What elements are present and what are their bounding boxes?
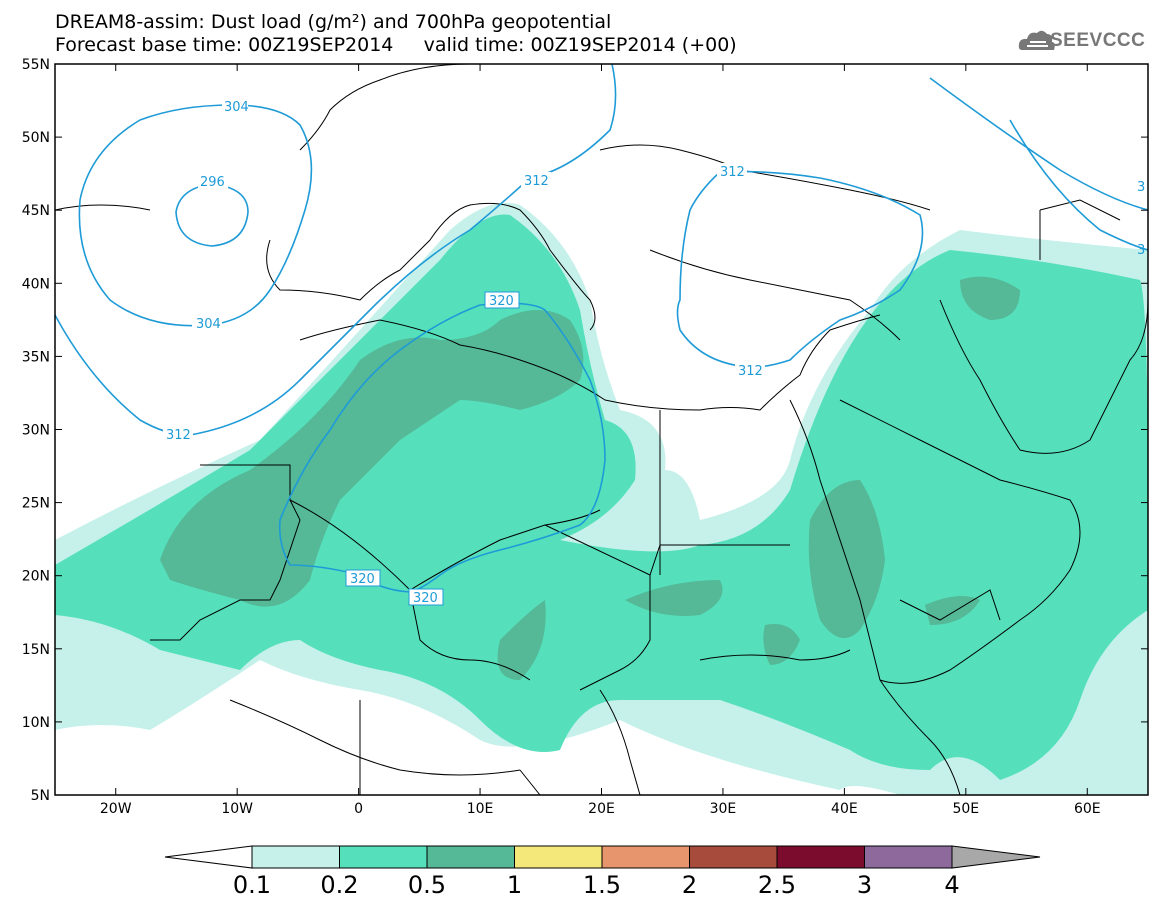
map-title-line-1: DREAM8-assim: Dust load (g/m²) and 700hP…: [55, 11, 612, 33]
y-tick-label: 10N: [22, 715, 50, 731]
colorbar-label: 3: [857, 871, 872, 899]
y-tick-label: 55N: [22, 57, 50, 73]
colorbar-swatch: [689, 845, 778, 869]
colorbar-swatch: [601, 845, 690, 869]
contour-label: 296: [200, 175, 225, 190]
colorbar-label: 0.2: [320, 871, 358, 899]
colorbar-swatch: [514, 845, 603, 869]
colorbar-label: 0.5: [408, 871, 446, 899]
x-tick-label: 20W: [100, 801, 132, 817]
map-title-line-2: Forecast base time: 00Z19SEP2014 valid t…: [55, 34, 737, 56]
x-tick-label: 30E: [710, 801, 737, 817]
dust-layer-dense: [160, 276, 1020, 680]
dust-layer-mid: [55, 214, 1148, 780]
contour-label: 304: [224, 100, 249, 115]
contour-label: 3: [1137, 180, 1145, 195]
colorbar-max-arrow: [951, 845, 1041, 869]
contour-label: 320: [489, 294, 514, 309]
contour-labels: 304 296 304 312 312 312 320 312 320 320 …: [163, 99, 1145, 606]
x-tick-label: 60E: [1074, 801, 1101, 817]
x-tick-label: 0: [354, 801, 363, 817]
x-tick-label: 50E: [952, 801, 979, 817]
logo-text: SEEVCCC: [1050, 30, 1146, 51]
colorbar-label: 2.5: [758, 871, 796, 899]
y-tick-label: 35N: [22, 349, 50, 365]
contour-label: 312: [524, 174, 549, 189]
y-tick-label: 15N: [22, 642, 50, 658]
colorbar-swatch: [251, 845, 340, 869]
y-tick-label: 45N: [22, 203, 50, 219]
y-tick-label: 20N: [22, 569, 50, 585]
colorbar-min-arrow: [164, 845, 253, 869]
longitude-axis: 20W 10W 0 10E 20E 30E 40E 50E 60E: [100, 64, 1101, 817]
y-tick-label: 25N: [22, 496, 50, 512]
contour-label: 320: [350, 572, 375, 587]
x-tick-label: 40E: [831, 801, 858, 817]
colorbar-swatch: [426, 845, 515, 869]
colorbar-label: 4: [944, 871, 959, 899]
x-tick-label: 10W: [221, 801, 253, 817]
x-tick-label: 20E: [588, 801, 615, 817]
cloud-logo-icon: [1018, 30, 1055, 50]
contour-label: 320: [413, 591, 438, 606]
contour-label: 312: [738, 364, 763, 379]
colorbar-label: 1: [507, 871, 522, 899]
contour-label: 304: [196, 317, 221, 332]
colorbar: 0.1 0.2 0.5 1 1.5 2 2.5 3 4: [164, 845, 1041, 899]
latitude-axis: 55N 50N 45N 40N 35N 30N 25N 20N 15N 10N 5N: [22, 57, 1148, 804]
y-tick-label: 50N: [22, 130, 50, 146]
country-borders: [55, 64, 1148, 795]
x-tick-label: 10E: [467, 801, 494, 817]
contour-label: 312: [720, 165, 745, 180]
colorbar-label: 2: [682, 871, 697, 899]
colorbar-label: 0.1: [233, 871, 271, 899]
colorbar-swatch: [776, 845, 865, 869]
colorbar-label: 1.5: [583, 871, 621, 899]
y-tick-label: 40N: [22, 276, 50, 292]
colorbar-swatch: [339, 845, 428, 869]
colorbar-swatch: [864, 845, 953, 869]
contour-label: 312: [166, 428, 191, 443]
y-tick-label: 30N: [22, 423, 50, 439]
y-tick-label: 5N: [31, 788, 50, 804]
contour-label: 3: [1137, 243, 1145, 258]
